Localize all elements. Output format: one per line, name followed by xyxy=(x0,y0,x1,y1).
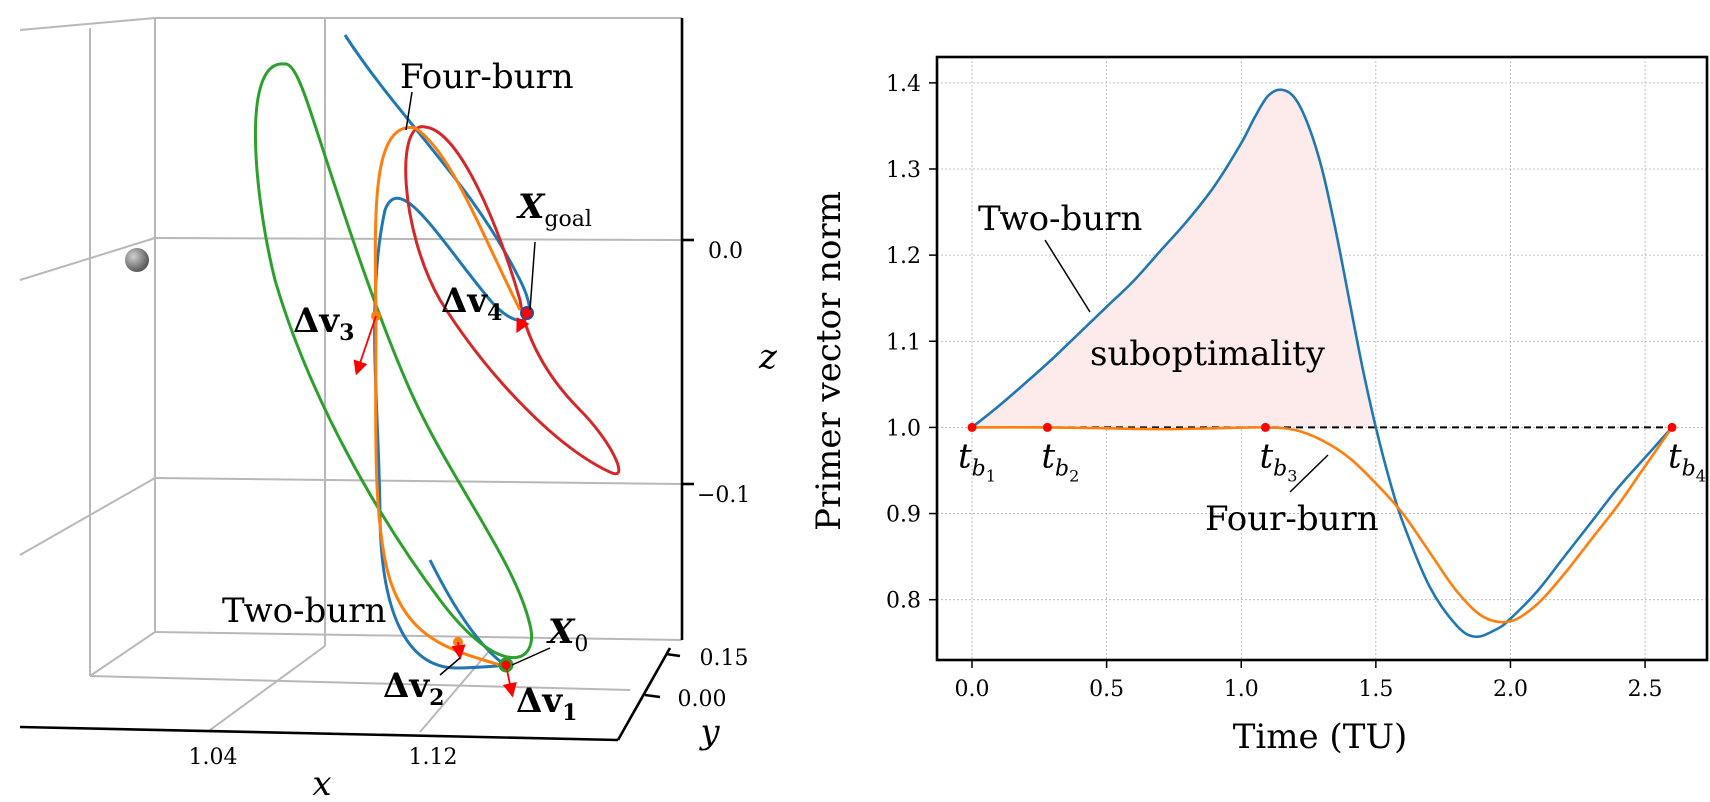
delta-v2-arrow xyxy=(451,641,466,660)
x-tick-label: 1.0 xyxy=(1224,677,1259,702)
y-tick-label: 0.8 xyxy=(886,589,921,614)
y-tick-label: 1.1 xyxy=(886,330,921,355)
y-axis-label: y xyxy=(698,712,720,752)
burn-marker-2 xyxy=(1042,422,1052,432)
primer-vector-panel: tb1 tb2 tb3 tb4 0.0 0.5 1.0 1.5 2.0 2.5 0.8 0.9 1.0… xyxy=(809,55,1709,757)
x-tick-1: 1.04 xyxy=(189,745,238,770)
suboptimality-region xyxy=(972,89,1376,428)
z-tick-2: −0.1 xyxy=(697,483,750,508)
x-tick-label: 2.5 xyxy=(1628,677,1663,702)
y-tick-label: 1.3 xyxy=(886,158,921,183)
x-goal-label: Xgoal xyxy=(516,187,592,232)
delta-v4-arrow xyxy=(516,312,530,334)
axis-lines xyxy=(19,18,694,742)
burn-time-label-3: tb3 xyxy=(1259,436,1297,485)
burn-time-label-2: tb2 xyxy=(1041,436,1079,485)
delta-v4-label: Δv4 xyxy=(441,281,502,326)
suboptimality-annotation: suboptimality xyxy=(1090,334,1326,374)
delta-v1-arrow xyxy=(502,664,517,698)
y-tick-2: 0.00 xyxy=(678,687,727,712)
x-tick-label: 0.5 xyxy=(1089,677,1124,702)
time-axis-label: Time (TU) xyxy=(1233,717,1408,757)
burn-marker-3 xyxy=(1260,422,1270,432)
primer-axis-label: Primer vector norm xyxy=(809,191,849,531)
delta-v3-arrow xyxy=(353,315,377,376)
two-burn-annotation: Two-burn xyxy=(978,199,1142,239)
y-tick-label: 1.0 xyxy=(886,416,921,441)
two-burn-leader xyxy=(1044,239,1091,313)
x-tick-label: 0.0 xyxy=(955,677,990,702)
plot-frame xyxy=(935,55,1709,662)
burn-time-markers: tb1 tb2 tb3 tb4 xyxy=(958,422,1706,485)
y-tick-1: 0.15 xyxy=(700,646,749,671)
red-trajectory xyxy=(404,125,621,476)
z-axis-label: z xyxy=(758,337,778,377)
z-tick-1: 0.0 xyxy=(708,239,743,264)
burn-time-label-1: tb1 xyxy=(958,436,996,485)
burn-marker-1 xyxy=(967,422,977,432)
y-tick-label: 1.2 xyxy=(886,244,921,269)
green-trajectory xyxy=(253,62,533,659)
two-burn-annotation-3d: Two-burn xyxy=(222,591,386,631)
y-tick-label: 1.4 xyxy=(886,72,921,97)
delta-v2-label: Δv2 xyxy=(383,666,444,711)
burn-time-label-4: tb4 xyxy=(1668,436,1706,485)
y-tick-label: 0.9 xyxy=(886,503,921,528)
x0-label: X0 xyxy=(546,612,588,657)
central-body-sphere xyxy=(125,248,149,272)
four-burn-leader xyxy=(1289,454,1329,493)
four-burn-series-line xyxy=(971,426,1674,624)
x-tick-2: 1.12 xyxy=(409,745,458,770)
four-burn-trajectory xyxy=(373,126,522,668)
four-burn-annotation-3d: Four-burn xyxy=(400,57,574,97)
burn-marker-4 xyxy=(1667,422,1677,432)
x-tick-label: 1.5 xyxy=(1358,677,1393,702)
four-burn-annotation: Four-burn xyxy=(1205,499,1379,539)
leader-lines xyxy=(405,91,551,676)
pane-grid xyxy=(19,17,683,733)
x-tick-label: 2.0 xyxy=(1493,677,1528,702)
delta-v1-label: Δv1 xyxy=(516,681,577,726)
x-axis-label: x xyxy=(312,764,331,802)
delta-v3-label: Δv3 xyxy=(293,301,354,346)
trajectory-3d-panel: 1.04 1.12 0.15 0.00 0.0 −0.1 x y z Four-… xyxy=(19,17,778,802)
tick-labels: 0.0 0.5 1.0 1.5 2.0 2.5 0.8 0.9 1.0 1.1 1.2 1.3 1.4 xyxy=(886,72,1663,702)
impulse-markers xyxy=(125,248,534,698)
two-burn-series-line xyxy=(971,88,1673,639)
